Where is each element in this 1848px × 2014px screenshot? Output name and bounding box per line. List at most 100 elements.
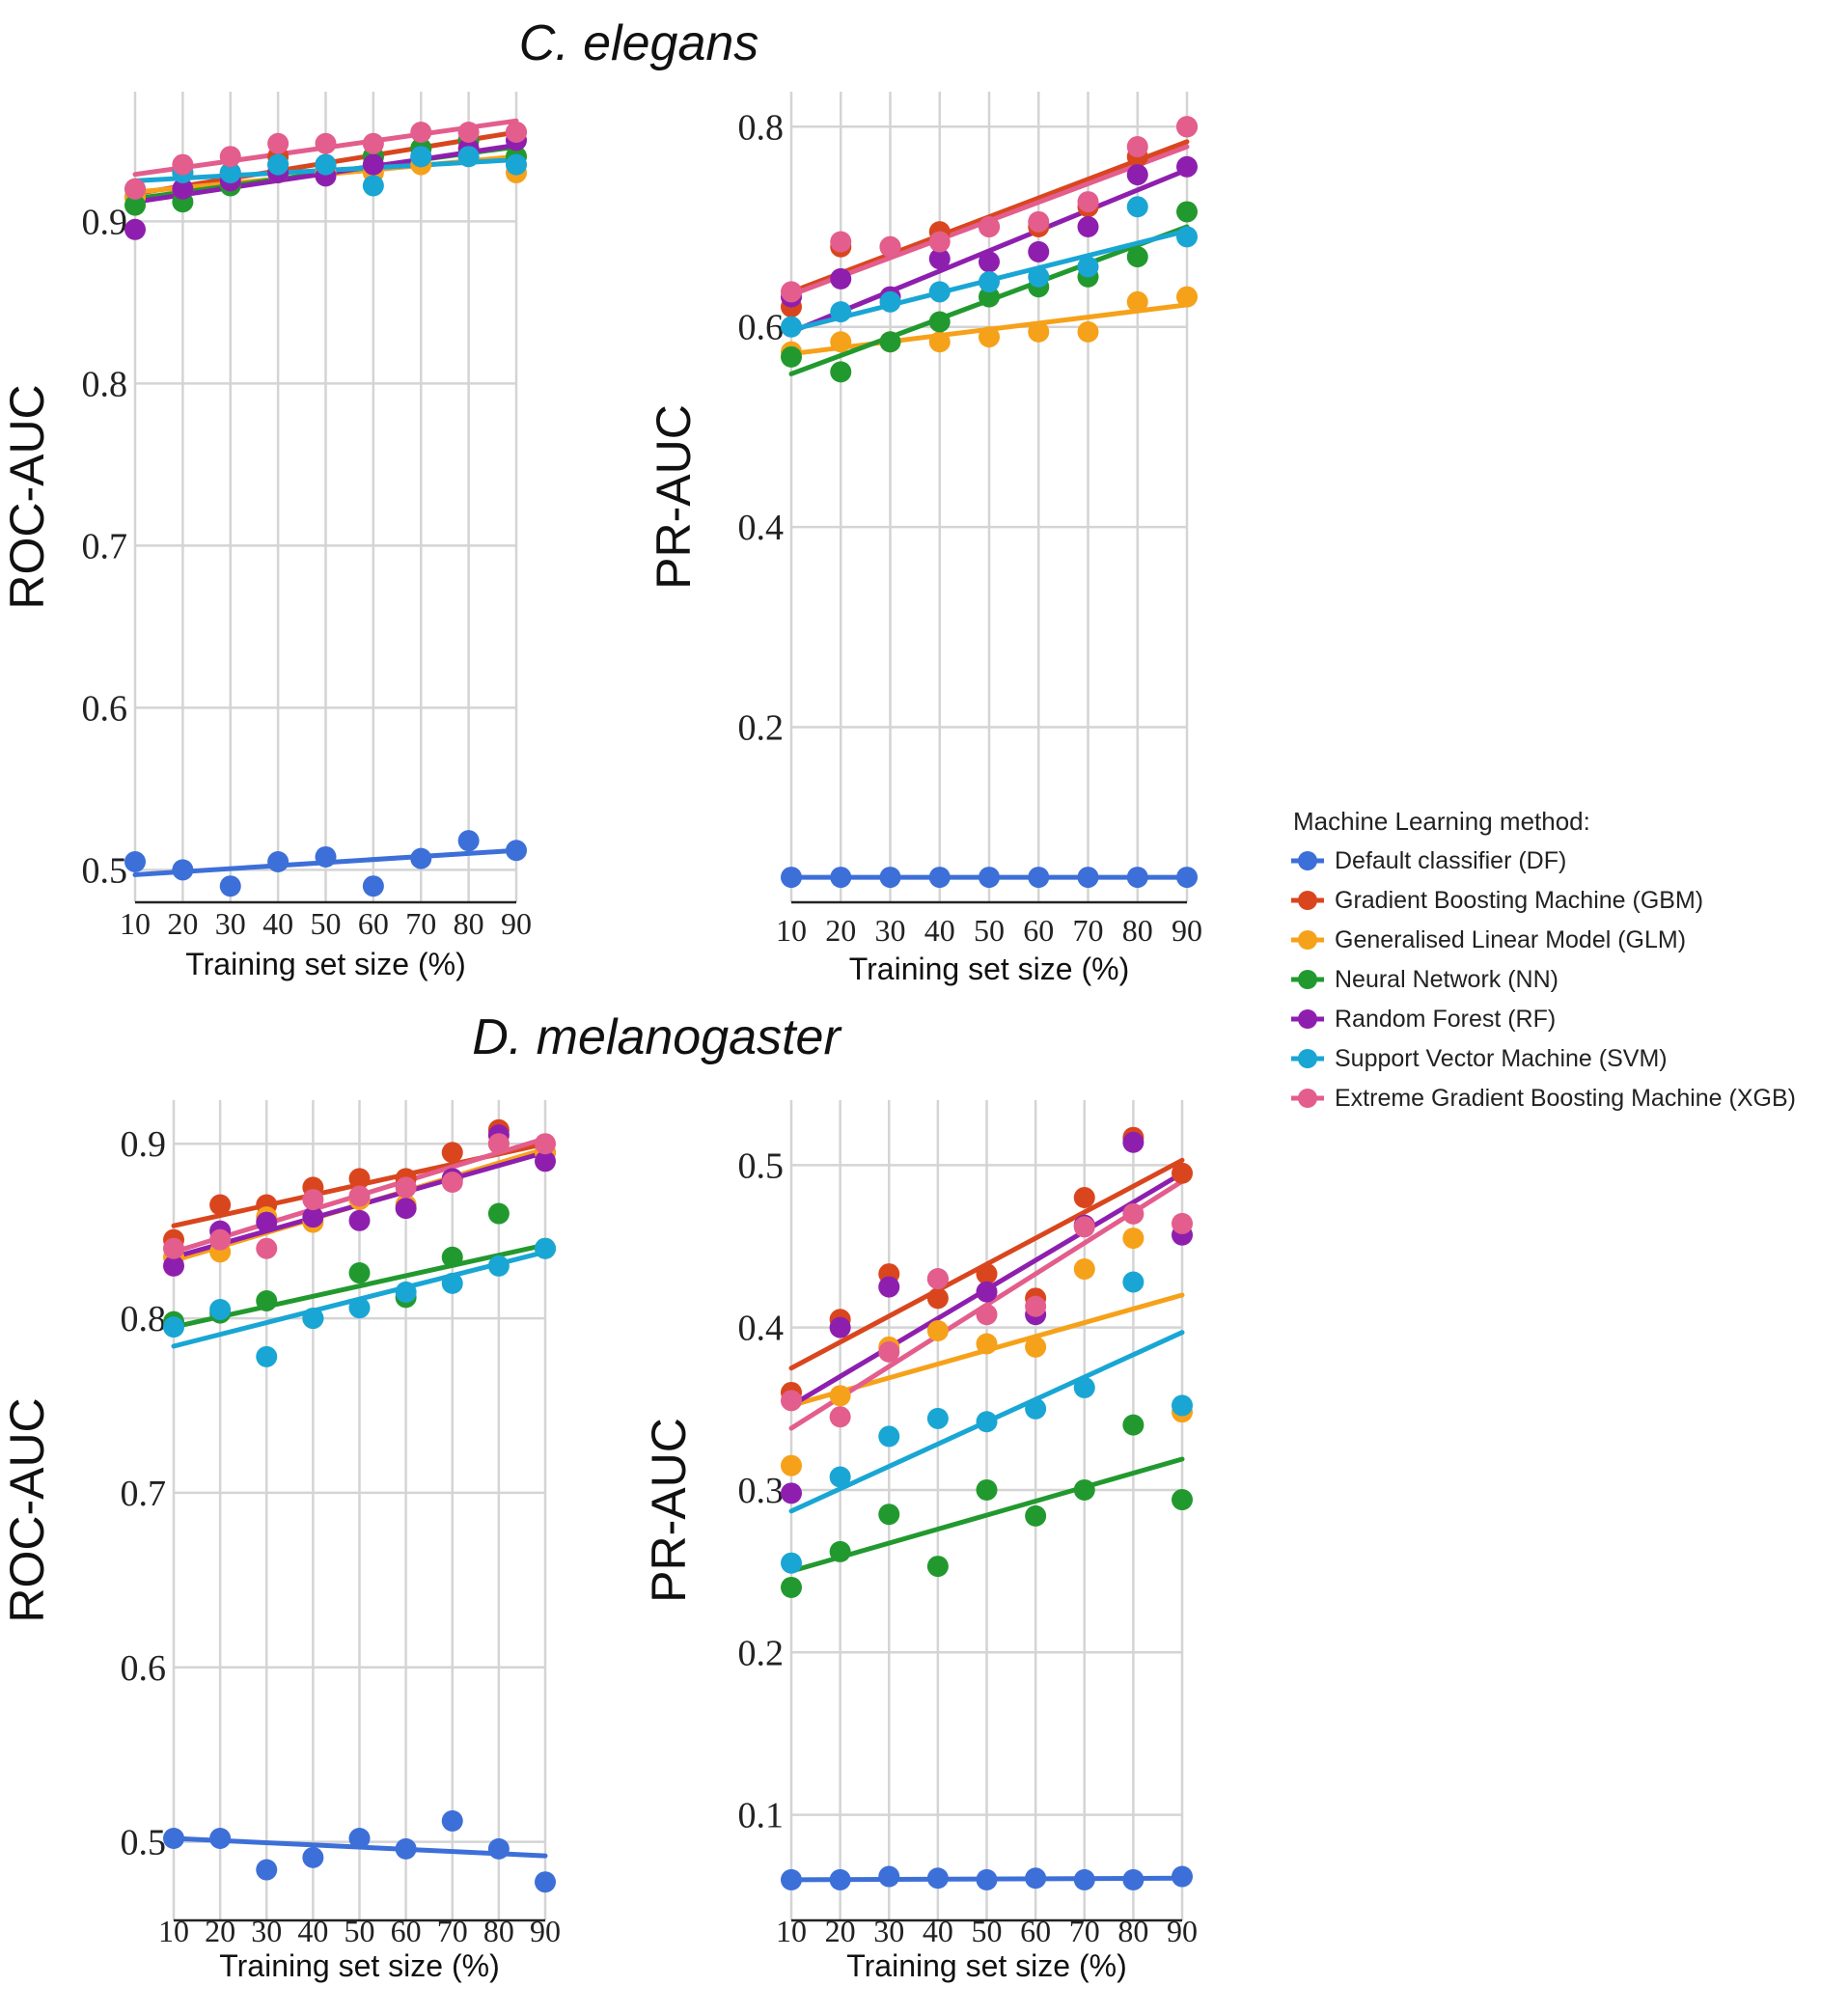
point-rf [1122, 1131, 1145, 1153]
point-gbm [209, 1194, 232, 1216]
point-nn [1025, 1504, 1047, 1527]
point-df [1172, 1865, 1193, 1888]
point-rf [976, 1281, 998, 1303]
point-nn [781, 345, 802, 368]
legend-swatch-point [1298, 970, 1317, 989]
point-gbm [926, 1287, 949, 1310]
x-tick-label: 20 [205, 1914, 235, 1948]
legend-item-df: Default classifier (DF) [1335, 847, 1566, 874]
point-xgb [267, 132, 290, 154]
point-df [172, 859, 194, 881]
legend-swatch-point [1298, 891, 1317, 910]
point-xgb [829, 1406, 851, 1428]
point-df [362, 875, 384, 897]
point-rf [781, 1482, 802, 1504]
point-df [267, 851, 290, 872]
x-axis-label: Training set size (%) [219, 1948, 499, 1983]
section-title-d-melanogaster: D. melanogaster [472, 1009, 842, 1065]
x-tick-label: 10 [120, 906, 151, 941]
point-rf [1126, 164, 1148, 186]
y-tick-label: 0.8 [82, 364, 128, 404]
point-nn [878, 1504, 900, 1526]
x-tick-label: 90 [501, 906, 532, 941]
point-svm [362, 175, 384, 197]
point-xgb [1025, 1295, 1047, 1317]
point-rf [163, 1255, 184, 1277]
x-tick-label: 40 [297, 1914, 328, 1948]
y-axis-label: PR-AUC [647, 404, 701, 590]
y-tick-label: 0.8 [738, 107, 785, 148]
point-df [1122, 1868, 1145, 1890]
point-df [487, 1837, 510, 1860]
point-xgb [457, 122, 480, 143]
x-tick-label: 60 [1020, 1914, 1051, 1948]
y-tick-label: 0.3 [738, 1471, 785, 1511]
x-tick-label: 20 [167, 906, 198, 941]
point-df [1028, 867, 1050, 889]
x-tick-label: 10 [776, 1914, 807, 1948]
point-svm [410, 146, 432, 168]
legend-swatch-point [1298, 1049, 1317, 1068]
legend-item-glm: Generalised Linear Model (GLM) [1335, 926, 1686, 953]
legend-swatch-point [1298, 930, 1317, 950]
panel-c-elegans-pr-auc: 0.2 0.4 0.6 0.8 10 20 30 40 50 60 70 80 90 Training s… [647, 92, 1202, 986]
point-xgb [535, 1133, 556, 1155]
point-glm [829, 1385, 851, 1407]
legend-swatch-point [1298, 1009, 1317, 1029]
panel-d-melanogaster-roc-auc: 0.5 0.6 0.7 0.8 0.9 10 20 30 40 50 60 70 80 90 Trainin… [0, 1100, 561, 1983]
point-rf [124, 218, 146, 240]
point-df [1077, 867, 1099, 889]
x-tick-label: 40 [923, 1914, 953, 1948]
point-rf [348, 1209, 371, 1231]
point-glm [1176, 286, 1198, 308]
point-xgb [410, 122, 432, 143]
point-nn [1176, 201, 1198, 223]
legend-item-gbm: Gradient Boosting Machine (GBM) [1335, 887, 1703, 914]
point-nn [829, 1540, 851, 1562]
point-xgb [979, 216, 1000, 237]
point-svm [1025, 1397, 1047, 1420]
point-glm [1126, 290, 1148, 313]
y-tick-label: 0.4 [738, 508, 785, 548]
point-nn [926, 1556, 949, 1578]
legend-swatch-point [1298, 851, 1317, 870]
point-df [348, 1828, 371, 1849]
point-svm [348, 1297, 371, 1319]
point-svm [979, 271, 1000, 293]
point-gbm [1073, 1186, 1095, 1208]
point-df [1176, 867, 1198, 889]
point-glm [830, 331, 852, 353]
point-df [830, 867, 852, 889]
x-tick-label: 50 [345, 1914, 375, 1948]
legend: Machine Learning method: Default classif… [1291, 807, 1796, 1112]
point-svm [1172, 1394, 1193, 1417]
fit-line-nn [788, 1456, 1185, 1574]
point-nn [976, 1478, 998, 1501]
point-svm [928, 281, 951, 303]
point-svm [163, 1316, 184, 1338]
x-tick-label: 50 [974, 913, 1005, 948]
y-axis-label: ROC-AUC [0, 1397, 54, 1622]
point-nn [830, 361, 852, 383]
y-tick-label: 0.9 [82, 202, 128, 242]
point-xgb [348, 1185, 371, 1207]
point-df [829, 1868, 851, 1890]
x-tick-label: 70 [437, 1914, 468, 1948]
y-axis-label: ROC-AUC [0, 384, 54, 609]
x-tick-label: 70 [405, 906, 436, 941]
point-glm [1077, 320, 1099, 343]
point-xgb [395, 1176, 417, 1199]
point-df [1073, 1868, 1095, 1890]
point-rf [1077, 216, 1099, 237]
point-df [441, 1809, 463, 1832]
y-tick-label: 0.4 [738, 1309, 785, 1349]
point-df [410, 847, 432, 869]
point-svm [830, 301, 852, 323]
point-rf [302, 1206, 324, 1228]
x-tick-label: 30 [873, 1914, 904, 1948]
y-tick-label: 0.2 [738, 708, 785, 749]
point-df [781, 867, 802, 889]
point-rf [535, 1150, 556, 1173]
point-nn [487, 1202, 510, 1225]
panel-c-elegans-roc-auc: 0.5 0.6 0.7 0.8 0.9 10 20 30 40 50 60 70 80 90 Trainin… [0, 92, 532, 981]
